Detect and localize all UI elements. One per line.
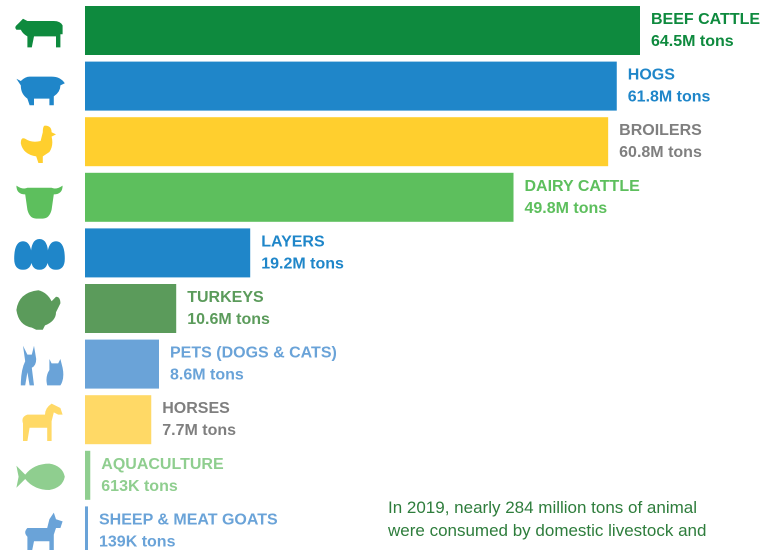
bar: [85, 284, 177, 333]
dog-cat-icon: [20, 345, 64, 386]
bar-group: BEEF CATTLE 64.5M tons: [15, 6, 760, 55]
chicken-icon: [20, 125, 56, 163]
chart-caption: In 2019, nearly 284 million tons of anim…: [388, 496, 782, 550]
bar: [85, 117, 609, 167]
category-label: PETS (DOGS & CATS): [170, 345, 337, 362]
bar: [85, 6, 640, 55]
bar-group: DAIRY CATTLE 49.8M tons: [16, 172, 641, 222]
horse-icon-shape: [22, 403, 63, 441]
bar-group: SHEEP & MEAT GOATS 139K tons: [25, 506, 278, 550]
dairy-cow-head-icon-shape: [16, 185, 63, 219]
category-label: HOGS: [628, 67, 675, 84]
bar-group: TURKEYS 10.6M tons: [16, 284, 270, 333]
turkey-icon: [16, 290, 61, 330]
category-label: HORSES: [162, 400, 230, 417]
bar-group: AQUACULTURE 613K tons: [16, 450, 224, 500]
category-label: TURKEYS: [187, 289, 264, 306]
bar: [85, 339, 159, 389]
turkey-icon-shape: [16, 290, 61, 330]
category-label: SHEEP & MEAT GOATS: [99, 511, 278, 528]
value-label: 8.6M tons: [170, 367, 244, 384]
cow-icon: [15, 18, 63, 48]
bar: [85, 228, 251, 278]
bar-group: BROILERS 60.8M tons: [20, 117, 702, 167]
value-label: 49.8M tons: [525, 200, 608, 217]
category-label: AQUACULTURE: [101, 456, 224, 473]
category-label: LAYERS: [261, 233, 325, 250]
eggs-icon: [14, 239, 65, 270]
value-label: 64.5M tons: [651, 33, 734, 50]
bar: [85, 395, 152, 445]
category-label: DAIRY CATTLE: [525, 178, 641, 195]
fish-icon-shape: [16, 463, 65, 490]
caption-line-1: In 2019, nearly 284 million tons of anim…: [388, 498, 698, 517]
value-label: 139K tons: [99, 533, 176, 550]
goat-icon-shape: [25, 512, 63, 550]
bar: [85, 506, 88, 550]
value-label: 7.7M tons: [162, 422, 236, 439]
value-label: 613K tons: [101, 478, 178, 495]
bar: [85, 61, 617, 111]
pig-icon-shape: [16, 76, 65, 106]
horse-icon: [22, 403, 63, 441]
eggs-icon-shape: [14, 239, 65, 270]
bar: [85, 172, 514, 222]
pig-icon: [16, 76, 65, 106]
caption-line-2: were consumed by domestic livestock and: [388, 521, 707, 540]
value-label: 19.2M tons: [261, 255, 344, 272]
chicken-icon-shape: [20, 125, 56, 163]
goat-icon: [25, 512, 63, 550]
fish-icon: [16, 463, 65, 490]
value-label: 10.6M tons: [187, 311, 270, 328]
bar-group: HORSES 7.7M tons: [22, 395, 236, 445]
category-label: BROILERS: [619, 122, 702, 139]
cow-icon-shape: [15, 18, 63, 48]
category-label: BEEF CATTLE: [651, 11, 760, 28]
value-label: 61.8M tons: [628, 89, 711, 106]
bar: [85, 450, 91, 500]
bar-group: HOGS 61.8M tons: [16, 61, 711, 111]
value-label: 60.8M tons: [619, 144, 702, 161]
bar-group: PETS (DOGS & CATS) 8.6M tons: [20, 339, 337, 389]
dog-cat-icon-shape: [20, 345, 64, 386]
bar-group: LAYERS 19.2M tons: [14, 228, 344, 278]
dairy-cow-head-icon: [16, 185, 63, 219]
